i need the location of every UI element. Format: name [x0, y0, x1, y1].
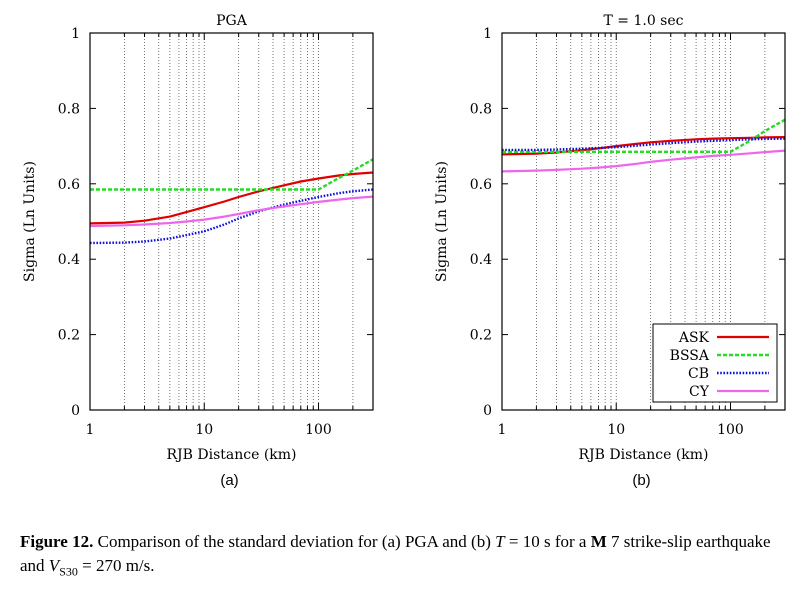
panel-label: (a)	[220, 472, 238, 489]
y-tick-label: 1	[71, 26, 80, 42]
y-axis-label: Sigma (Ln Units)	[434, 161, 450, 282]
plot-frame	[89, 32, 374, 411]
x-tick-label: 10	[607, 422, 625, 438]
y-tick-label: 0.8	[58, 101, 80, 117]
chart-panel-b: 0 0.2 0.4 0.6 0.8 1 1 10 100 T = 1.0 sec RJB Dista…	[434, 13, 786, 489]
series-line-cb	[502, 137, 786, 152]
legend-label: CB	[688, 366, 709, 382]
caption-text-1: Comparison of the standard deviation for…	[97, 532, 491, 551]
y-tick-label: 0.8	[470, 101, 492, 117]
caption-M-symbol: M	[590, 532, 607, 551]
chart-title: T = 1.0 sec	[604, 13, 684, 29]
figure-caption: Figure 12. Comparison of the standard de…	[20, 530, 790, 583]
chart-panel-a: 0 0.2 0.4 0.6 0.8 1 1 10 100 PGA RJB Distance (km)…	[22, 13, 374, 489]
series-line-ask	[89, 171, 374, 225]
y-tick-label: 0.6	[470, 177, 492, 193]
caption-eq-2: = 270 m/s.	[82, 556, 155, 575]
series-line-cb	[89, 188, 374, 245]
y-tick-label: 0.2	[470, 328, 492, 344]
chart-title: PGA	[216, 13, 248, 29]
y-tick-label: 0	[71, 403, 80, 419]
series-line-bssa	[502, 118, 786, 154]
y-axis-label: Sigma (Ln Units)	[22, 161, 38, 282]
series-line-bssa	[90, 158, 374, 191]
y-tick-label: 0.2	[58, 328, 80, 344]
caption-T-symbol: T	[495, 532, 505, 551]
x-tick-label: 100	[305, 422, 332, 438]
x-axis-label: RJB Distance (km)	[578, 447, 708, 463]
series-line-cy	[501, 149, 786, 173]
y-tick-label: 0.6	[58, 177, 80, 193]
y-tick-label: 0.4	[58, 252, 80, 268]
legend-label: ASK	[678, 330, 710, 346]
x-axis-label: RJB Distance (km)	[166, 447, 296, 463]
x-gridlines	[123, 33, 354, 410]
plot-frame	[501, 32, 786, 411]
series-line-cy	[89, 195, 374, 228]
legend-label: CY	[689, 384, 710, 400]
y-tick-label: 1	[483, 26, 492, 42]
panel-label: (b)	[632, 472, 650, 489]
y-tick-label: 0.4	[470, 252, 492, 268]
x-tick-label: 10	[195, 422, 213, 438]
caption-eq-1: = 10 s for a	[508, 532, 587, 551]
caption-V-symbol: V	[48, 556, 60, 575]
legend-label: BSSA	[670, 348, 710, 364]
x-tick-label: 1	[498, 422, 507, 438]
x-tick-label: 1	[86, 422, 95, 438]
caption-label: Figure 12.	[20, 532, 94, 551]
caption-V-subscript: S30	[59, 564, 78, 579]
caption-text-2: 7 strike-slip earthquake and	[20, 532, 771, 575]
legend: ASK BSSA CB CY	[652, 323, 778, 403]
x-tick-label: 100	[717, 422, 744, 438]
y-tick-label: 0	[483, 403, 492, 419]
